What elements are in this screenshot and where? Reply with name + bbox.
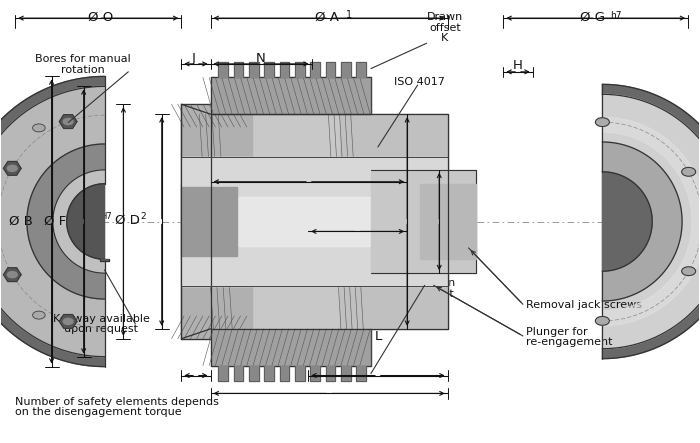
Polygon shape (27, 144, 104, 299)
Text: C: C (331, 206, 341, 219)
Polygon shape (52, 170, 104, 273)
Text: rotation: rotation (61, 65, 105, 75)
Text: 1: 1 (346, 10, 352, 20)
Polygon shape (603, 117, 700, 326)
Text: on the disengagement torque: on the disengagement torque (15, 407, 182, 417)
Text: J: J (191, 52, 195, 65)
Circle shape (33, 124, 46, 132)
Polygon shape (218, 62, 228, 78)
Polygon shape (341, 365, 351, 381)
Text: offset: offset (422, 289, 454, 299)
Text: Ø D: Ø D (364, 214, 389, 227)
Text: H7: H7 (100, 212, 112, 221)
Polygon shape (295, 365, 304, 381)
Text: M: M (323, 350, 335, 364)
Polygon shape (264, 365, 274, 381)
Polygon shape (603, 84, 700, 359)
Polygon shape (60, 315, 77, 328)
Text: H: H (512, 59, 522, 72)
Text: 2: 2 (141, 212, 146, 221)
Circle shape (63, 319, 73, 325)
Polygon shape (279, 365, 289, 381)
Circle shape (8, 272, 18, 278)
Polygon shape (356, 62, 366, 78)
Circle shape (682, 267, 696, 276)
Polygon shape (234, 62, 244, 78)
Text: Ø F: Ø F (44, 215, 66, 228)
Circle shape (596, 316, 610, 325)
Polygon shape (603, 142, 682, 301)
Text: Plunger for: Plunger for (526, 326, 587, 337)
Circle shape (33, 311, 46, 319)
Text: L: L (374, 330, 382, 343)
Polygon shape (371, 170, 475, 273)
Text: Keyway available: Keyway available (52, 314, 150, 324)
Polygon shape (249, 365, 259, 381)
Text: Ø G: Ø G (580, 11, 605, 24)
Text: Removal jack screws: Removal jack screws (526, 300, 642, 310)
Polygon shape (99, 259, 109, 261)
Polygon shape (340, 114, 447, 329)
Polygon shape (310, 365, 320, 381)
Polygon shape (420, 184, 475, 259)
Text: C: C (333, 164, 343, 177)
Polygon shape (181, 184, 253, 259)
Polygon shape (326, 365, 335, 381)
Polygon shape (249, 62, 259, 78)
Polygon shape (183, 157, 251, 286)
Polygon shape (181, 157, 447, 286)
Text: Ø D: Ø D (115, 214, 139, 227)
Polygon shape (310, 62, 320, 78)
Text: Ø A: Ø A (315, 11, 339, 24)
Text: offset: offset (429, 23, 461, 33)
Text: 2: 2 (345, 211, 351, 220)
Text: Ø E: Ø E (76, 214, 99, 227)
Text: Ø O: Ø O (88, 11, 113, 24)
Circle shape (596, 118, 610, 127)
Text: Bores for manual: Bores for manual (35, 54, 131, 65)
Text: re-engagement: re-engagement (526, 337, 612, 347)
Polygon shape (4, 161, 21, 175)
Text: F7: F7 (391, 212, 400, 221)
Polygon shape (356, 365, 366, 381)
Text: h7: h7 (610, 11, 622, 19)
Polygon shape (326, 62, 335, 78)
Polygon shape (181, 187, 237, 256)
Polygon shape (264, 62, 274, 78)
Polygon shape (0, 76, 104, 367)
Polygon shape (4, 268, 21, 282)
Circle shape (63, 118, 73, 124)
Polygon shape (211, 78, 371, 114)
Polygon shape (60, 115, 77, 128)
Polygon shape (234, 365, 244, 381)
Text: I: I (193, 330, 197, 343)
Polygon shape (211, 329, 371, 365)
Polygon shape (295, 62, 304, 78)
Text: Ø P: Ø P (420, 215, 442, 228)
Text: Ø B: Ø B (9, 215, 33, 228)
Text: upon request: upon request (64, 324, 138, 334)
Polygon shape (603, 94, 700, 349)
Text: Drawn: Drawn (427, 12, 463, 22)
Polygon shape (181, 104, 253, 339)
Polygon shape (188, 197, 440, 246)
Text: ISO 4017: ISO 4017 (393, 77, 444, 86)
Text: K: K (441, 33, 449, 43)
Polygon shape (66, 184, 104, 259)
Circle shape (8, 165, 18, 171)
Text: 1: 1 (347, 169, 353, 178)
Text: N: N (256, 52, 265, 65)
Text: Drawn: Drawn (420, 278, 456, 288)
Polygon shape (603, 172, 652, 271)
Polygon shape (279, 62, 289, 78)
Text: Number of safety elements depends: Number of safety elements depends (15, 397, 219, 407)
Polygon shape (341, 62, 351, 78)
Circle shape (682, 167, 696, 176)
Polygon shape (218, 365, 228, 381)
Polygon shape (211, 114, 447, 329)
Polygon shape (0, 86, 104, 357)
